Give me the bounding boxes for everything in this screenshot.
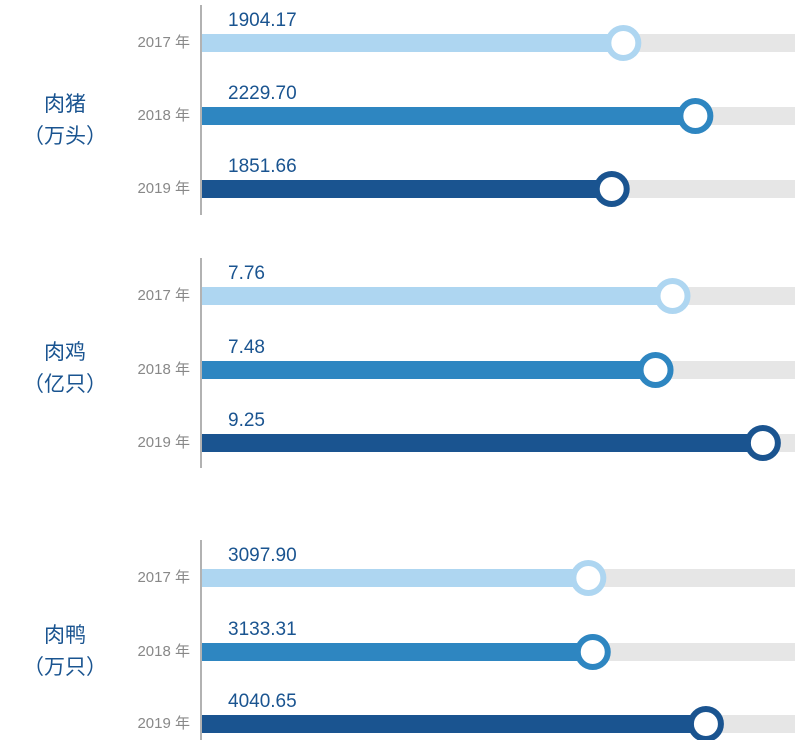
category-label: 2017 年	[137, 287, 190, 304]
value-label: 9.25	[228, 410, 265, 431]
group-subtitle: （万头）	[23, 124, 107, 148]
category-label: 2017 年	[137, 569, 190, 586]
value-label: 4040.65	[228, 691, 297, 712]
group-title: 肉鸡	[44, 340, 86, 364]
value-label: 1904.17	[228, 10, 297, 31]
bar	[202, 180, 612, 198]
value-label: 3097.90	[228, 545, 297, 566]
category-label: 2018 年	[137, 107, 190, 124]
value-label: 1851.66	[228, 156, 297, 177]
bar-end	[605, 25, 642, 61]
group-title: 肉鸭	[44, 623, 86, 647]
group-title: 肉猪	[44, 92, 86, 116]
bar-end	[744, 425, 781, 461]
bar-end	[687, 706, 724, 740]
bar	[202, 569, 589, 587]
bar	[202, 34, 624, 52]
bar-end	[570, 560, 607, 596]
bar-end	[677, 98, 714, 134]
category-label: 2017 年	[137, 34, 190, 51]
value-label: 7.48	[228, 337, 265, 358]
group-subtitle: （万只）	[23, 655, 107, 679]
value-label: 7.76	[228, 263, 265, 284]
bar	[202, 107, 696, 125]
bar	[202, 715, 706, 733]
bar	[202, 643, 593, 661]
bar	[202, 287, 673, 305]
bar-end	[654, 278, 691, 314]
group-subtitle: （亿只）	[23, 372, 107, 396]
bar	[202, 434, 763, 452]
bar	[202, 361, 656, 379]
value-label: 3133.31	[228, 619, 297, 640]
value-label: 2229.70	[228, 83, 297, 104]
category-label: 2019 年	[137, 715, 190, 732]
category-label: 2019 年	[137, 180, 190, 197]
bar-end	[593, 171, 630, 207]
category-label: 2018 年	[137, 643, 190, 660]
category-label: 2019 年	[137, 434, 190, 451]
bar-end	[574, 634, 611, 670]
bar-end	[637, 352, 674, 388]
category-label: 2018 年	[137, 361, 190, 378]
